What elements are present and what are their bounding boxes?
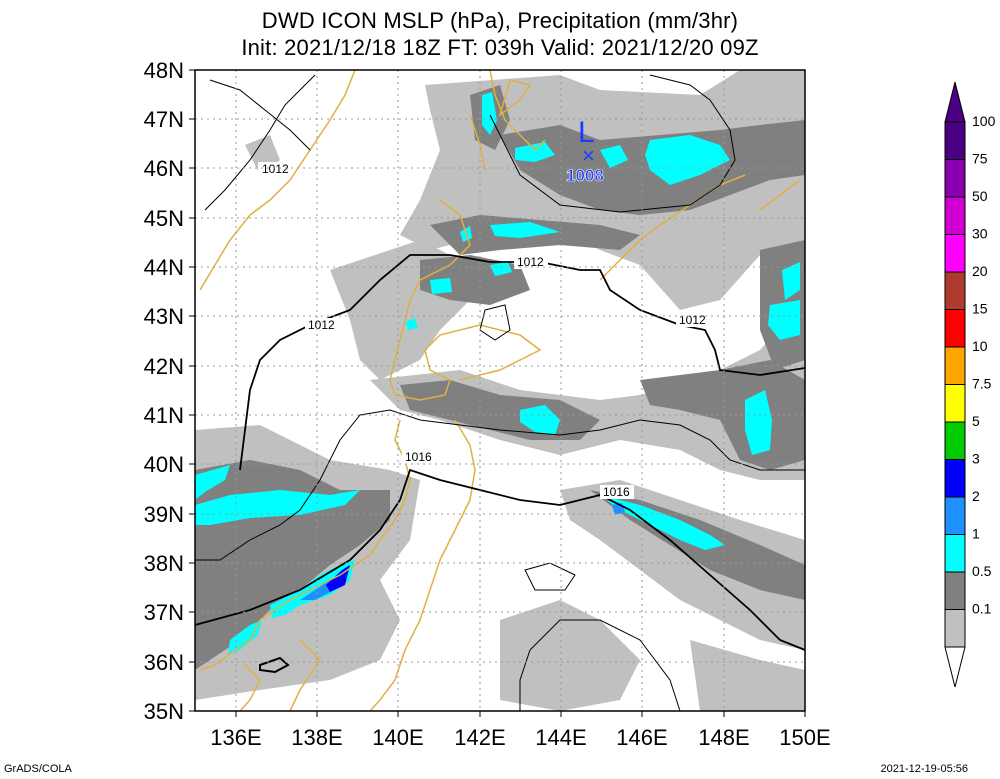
lat-label: 46N	[144, 156, 184, 181]
colorbar-segment	[944, 159, 966, 198]
gridlines	[195, 70, 805, 711]
lat-label: 43N	[144, 304, 184, 329]
lon-label: 144E	[535, 725, 586, 750]
colorbar-label: 10	[972, 338, 988, 354]
map-title: DWD ICON MSLP (hPa), Precipitation (mm/3…	[261, 8, 739, 33]
colorbar-segment	[944, 459, 966, 498]
lon-label: 142E	[454, 725, 505, 750]
colorbar-segment	[944, 534, 966, 573]
colorbar-segment	[944, 271, 966, 310]
colorbar-label: 1	[972, 526, 980, 542]
colorbar-segment	[944, 121, 966, 160]
lat-label: 45N	[144, 206, 184, 231]
lat-label: 38N	[144, 551, 184, 576]
isobar-label: 1012	[679, 313, 706, 327]
colorbar-segment	[944, 421, 966, 460]
colorbar-segment	[944, 496, 966, 535]
isobar-label: 1016	[603, 485, 630, 499]
isobar-label: 1012	[517, 255, 544, 269]
lat-label: 41N	[144, 403, 184, 428]
low-pressure-center: L × 1008	[566, 116, 604, 185]
colorbar-segment	[944, 309, 966, 348]
lon-label: 146E	[616, 725, 667, 750]
colorbar-label: 5	[972, 413, 980, 429]
colorbar-segment	[944, 196, 966, 235]
colorbar-label: 20	[972, 263, 988, 279]
colorbar-label: 7.5	[972, 376, 992, 392]
lat-label: 47N	[144, 107, 184, 132]
colorbar-label: 30	[972, 226, 988, 242]
map-subtitle: Init: 2021/12/18 18Z FT: 039h Valid: 202…	[241, 35, 759, 60]
longitude-labels: 136E 138E 140E 142E 144E 146E 148E 150E	[210, 725, 830, 750]
plot-frame	[194, 69, 806, 712]
isobar-label: 1012	[262, 162, 289, 176]
lat-label: 36N	[144, 650, 184, 675]
lat-label: 39N	[144, 502, 184, 527]
coastlines	[199, 69, 801, 712]
colorbar-label: 50	[972, 188, 988, 204]
lon-label: 138E	[291, 725, 342, 750]
colorbar-top-arrow	[944, 81, 966, 123]
colorbar-segment	[944, 346, 966, 385]
colorbar-segment	[944, 234, 966, 273]
footer-timestamp: 2021-12-19-05:56	[880, 763, 968, 775]
lat-label: 42N	[144, 354, 184, 379]
lat-label: 37N	[144, 600, 184, 625]
lat-label: 48N	[144, 58, 184, 83]
colorbar-label: 100	[972, 113, 996, 129]
lon-label: 140E	[372, 725, 423, 750]
colorbar-label: 2	[972, 488, 980, 504]
colorbar-label: 0.1	[972, 601, 992, 617]
lon-label: 148E	[698, 725, 749, 750]
lat-label: 44N	[144, 255, 184, 280]
colorbar: 100 75 50 30 20 15 10 7.5 5 3 2 1 0.5 0.1	[944, 81, 996, 688]
isobar-labels: 1012 1012 1012 1012 1016 1016	[258, 162, 710, 499]
ticks	[189, 69, 806, 717]
lon-label: 136E	[210, 725, 261, 750]
lat-label: 40N	[144, 452, 184, 477]
colorbar-bottom-arrow	[944, 646, 966, 688]
colorbar-label: 0.5	[972, 563, 992, 579]
colorbar-label: 15	[972, 301, 988, 317]
footer-credit: GrADS/COLA	[4, 763, 72, 775]
colorbar-segment	[944, 384, 966, 423]
colorbar-segment	[944, 571, 966, 610]
low-value: 1008	[566, 166, 604, 185]
colorbar-label: 75	[972, 151, 988, 167]
low-letter: L	[578, 116, 595, 149]
isobar-label: 1016	[405, 450, 432, 464]
colorbar-segment	[944, 609, 966, 648]
latitude-labels: 48N 47N 46N 45N 44N 43N 42N 41N 40N 39N …	[144, 58, 184, 724]
low-marker-icon: ×	[582, 143, 595, 168]
precip-1mm	[195, 92, 800, 655]
lon-label: 150E	[779, 725, 830, 750]
colorbar-label: 3	[972, 451, 980, 467]
lat-label: 35N	[144, 699, 184, 724]
isobar-label: 1012	[308, 318, 335, 332]
